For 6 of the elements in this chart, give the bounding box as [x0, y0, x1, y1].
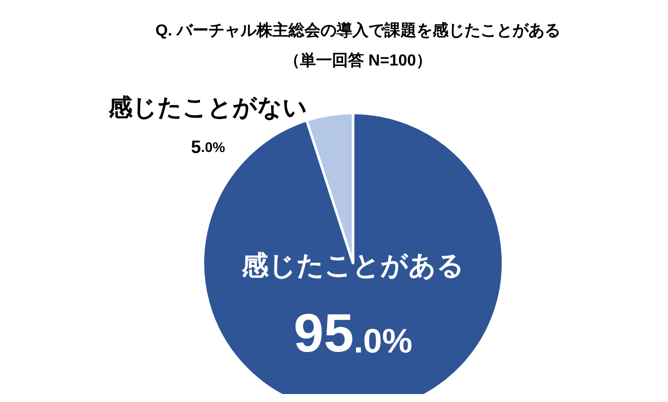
data-label: 5.0% [190, 137, 226, 157]
slice-label: 感じたことがある [240, 250, 464, 280]
slice-label: 感じたことがない [108, 94, 308, 122]
chart-subtitle: （単一回答 N=100） [284, 52, 432, 70]
chart-title: Q. バーチャル株主総会の導入で課題を感じたことがある [155, 20, 561, 40]
data-label: 95.0% [294, 304, 412, 364]
